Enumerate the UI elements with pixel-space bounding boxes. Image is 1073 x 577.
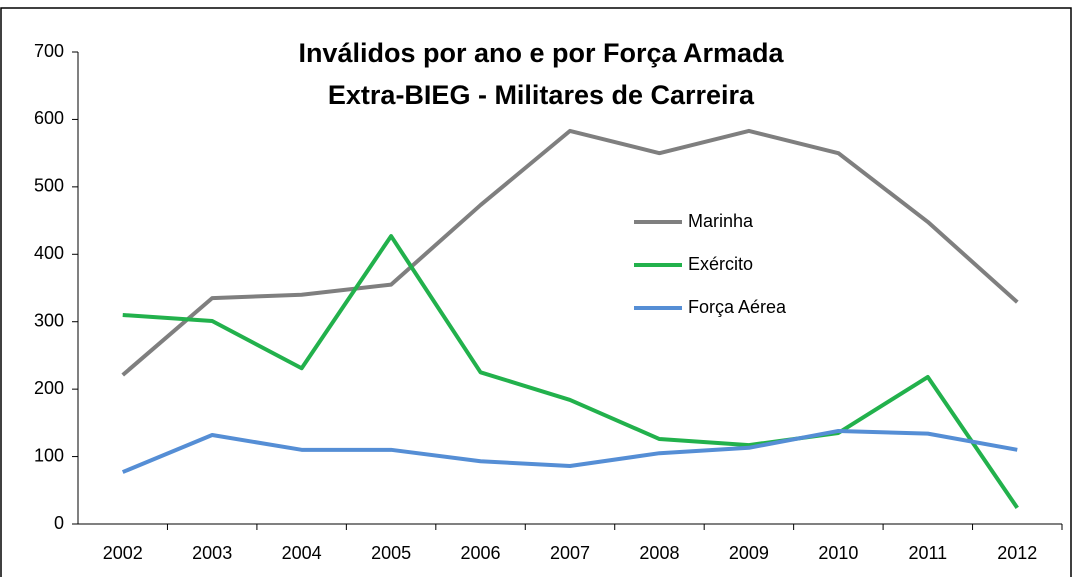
- x-tick-label: 2005: [371, 543, 411, 563]
- line-series: [121, 428, 1018, 474]
- y-tick-label: 600: [34, 108, 64, 128]
- y-tick-label: 300: [34, 310, 64, 330]
- legend-label: Força Aérea: [688, 297, 787, 317]
- x-tick-label: 2008: [639, 543, 679, 563]
- legend-label: Marinha: [688, 211, 754, 231]
- line-series: [122, 234, 1019, 509]
- frame: [0, 7, 1072, 577]
- y-tick-label: 200: [34, 378, 64, 398]
- x-tick-label: 2011: [908, 543, 947, 563]
- y-tick-label: 400: [34, 243, 64, 263]
- y-tick-label: 700: [34, 41, 64, 61]
- chart-subtitle: Extra-BIEG - Militares de Carreira: [328, 80, 755, 110]
- x-tick-label: 2004: [282, 543, 322, 563]
- chart-title: Inválidos por ano e por Força Armada: [298, 38, 784, 68]
- y-tick-label: 500: [34, 176, 64, 196]
- y-tick-label: 100: [34, 445, 64, 465]
- line-series: [121, 128, 1019, 377]
- x-tick-label: 2003: [192, 543, 232, 563]
- x-tick-label: 2012: [997, 543, 1037, 563]
- x-tick-label: 2010: [818, 543, 858, 563]
- x-tick-label: 2009: [729, 543, 769, 563]
- x-tick-label: 2006: [461, 543, 501, 563]
- legend-label: Exército: [688, 254, 753, 274]
- x-tick-label: 2007: [550, 543, 590, 563]
- x-tick-label: 2002: [103, 543, 143, 563]
- y-tick-label: 0: [54, 513, 64, 533]
